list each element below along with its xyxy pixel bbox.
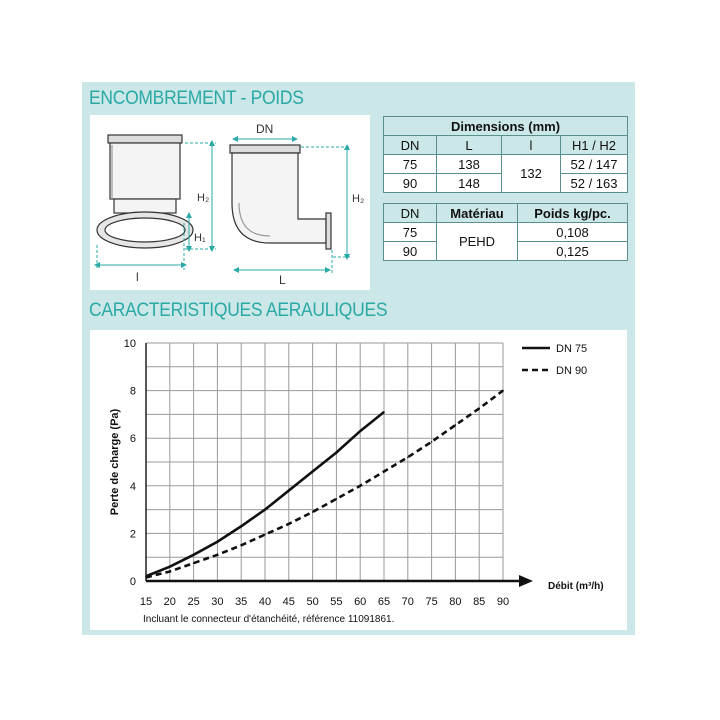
mat-cell-dn: 75 xyxy=(383,222,437,242)
data-point-dn75 xyxy=(383,411,385,413)
data-point-dn90 xyxy=(430,440,433,443)
y-tick-label: 4 xyxy=(130,481,136,493)
x-tick-label: 55 xyxy=(330,596,342,608)
dim-cell-h: 52 / 147 xyxy=(560,154,628,174)
data-point-dn90 xyxy=(407,456,409,459)
label-dn-top: DN xyxy=(256,122,273,136)
dim-cell-L: 148 xyxy=(436,173,502,193)
fitting-drawing: H₂ H₁ l DN H₂ L xyxy=(94,122,364,287)
x-tick-label: 35 xyxy=(235,596,247,608)
data-point-dn90 xyxy=(216,554,219,556)
data-point-dn90 xyxy=(264,533,266,536)
table-row: 75 138 132 52 / 147 xyxy=(383,154,628,193)
data-point-dn90 xyxy=(454,424,457,426)
table-row: 90 148 52 / 163 xyxy=(383,173,628,193)
data-point-dn75 xyxy=(264,508,266,511)
dim-cell-h: 52 / 163 xyxy=(560,173,628,193)
x-axis-label: Débit (m³/h) xyxy=(548,581,604,592)
dimensions-table: Dimensions (mm) DN L l H1 / H2 75 138 13… xyxy=(383,116,628,193)
data-point-dn75 xyxy=(288,489,290,492)
data-point-dn90 xyxy=(335,498,338,500)
dim-header-h: H1 / H2 xyxy=(560,135,628,155)
label-h2-right: H₂ xyxy=(352,193,364,205)
x-tick-label: 20 xyxy=(164,596,176,608)
x-tick-label: 90 xyxy=(497,596,509,608)
dim-header-l: l xyxy=(501,135,561,155)
mat-header-material: Matériau xyxy=(436,203,518,223)
front-view xyxy=(96,134,194,249)
table-row: 90 0,125 xyxy=(383,241,628,261)
technical-drawing: H₂ H₁ l DN H₂ L xyxy=(90,115,370,290)
x-tick-label: 65 xyxy=(378,596,390,608)
data-point-dn90 xyxy=(145,576,147,579)
dim-cell-dn: 90 xyxy=(383,173,437,193)
x-tick-label: 50 xyxy=(306,596,318,608)
data-point-dn75 xyxy=(335,451,338,454)
data-point-dn75 xyxy=(192,554,195,556)
x-tick-label: 40 xyxy=(259,596,271,608)
x-tick-label: 70 xyxy=(402,596,414,608)
x-tick-label: 60 xyxy=(354,596,366,608)
side-view xyxy=(229,144,332,250)
dim-header-dn: DN xyxy=(383,135,437,155)
data-point-dn90 xyxy=(288,523,290,525)
x-tick-label: 25 xyxy=(187,596,199,608)
mat-cell-weight: 0,108 xyxy=(517,222,628,242)
data-point-dn90 xyxy=(240,544,242,547)
data-point-dn90 xyxy=(192,562,195,564)
y-tick-label: 2 xyxy=(130,528,136,540)
dim-cell-dn: 75 xyxy=(383,154,437,174)
series-line-dn90 xyxy=(145,389,504,579)
x-tick-label: 45 xyxy=(283,596,295,608)
x-tick-label: 15 xyxy=(140,596,152,608)
x-tick-label: 85 xyxy=(473,596,485,608)
table-row: 75 PEHD 0,108 xyxy=(383,222,628,261)
y-tick-label: 0 xyxy=(130,576,136,588)
data-point-dn90 xyxy=(311,511,314,513)
y-tick-label: 10 xyxy=(124,338,136,350)
x-tick-label: 80 xyxy=(449,596,461,608)
data-point-dn90 xyxy=(478,407,481,410)
chart-container: 15 20 25 30 35 40 45 50 55 60 65 70 75 80 85 90 0 2 4 6 8 10 P… xyxy=(90,330,627,630)
mat-cell-material-shared: PEHD xyxy=(436,222,518,261)
data-point-dn90 xyxy=(169,570,171,573)
mat-cell-dn: 90 xyxy=(383,241,437,261)
label-h1-left: H₁ xyxy=(194,232,206,244)
y-tick-label: 8 xyxy=(130,386,136,398)
mat-header-dn: DN xyxy=(383,203,437,223)
x-tick-label: 30 xyxy=(211,596,223,608)
label-l-left: l xyxy=(136,270,139,284)
section-title-dimensions: ENCOMBREMENT - POIDS xyxy=(89,88,304,109)
dim-cell-L: 138 xyxy=(436,154,502,174)
mat-cell-weight: 0,125 xyxy=(517,241,628,261)
dimensions-table-title: Dimensions (mm) xyxy=(383,116,628,136)
legend-label: DN 75 xyxy=(556,343,587,355)
data-point-dn75 xyxy=(359,430,362,432)
footnote: Incluant le connecteur d'étanchéité, réf… xyxy=(143,614,395,625)
x-axis-arrow xyxy=(519,575,533,587)
section-title-chart: CARACTERISTIQUES AERAULIQUES xyxy=(89,300,388,321)
x-tick-label: 75 xyxy=(425,596,437,608)
y-axis-label: Perte de charge (Pa) xyxy=(109,408,121,515)
mat-header-weight: Poids kg/pc. xyxy=(517,203,628,223)
label-h2-left: H₂ xyxy=(197,192,209,204)
data-point-dn90 xyxy=(502,389,504,392)
dim-header-L: L xyxy=(436,135,502,155)
dim-cell-l-shared: 132 xyxy=(501,154,561,193)
material-table: DN Matériau Poids kg/pc. 75 PEHD 0,108 9… xyxy=(383,203,628,261)
pressure-drop-chart: 15 20 25 30 35 40 45 50 55 60 65 70 75 80 85 90 0 2 4 6 8 10 P… xyxy=(109,338,604,608)
data-point-dn75 xyxy=(311,470,314,473)
label-l-right: L xyxy=(279,273,286,287)
data-point-dn90 xyxy=(359,485,362,487)
data-point-dn75 xyxy=(216,540,219,543)
legend-label: DN 90 xyxy=(556,365,587,377)
data-point-dn90 xyxy=(383,470,385,473)
data-point-dn75 xyxy=(169,565,171,568)
data-point-dn75 xyxy=(240,525,242,528)
y-tick-label: 6 xyxy=(130,433,136,445)
